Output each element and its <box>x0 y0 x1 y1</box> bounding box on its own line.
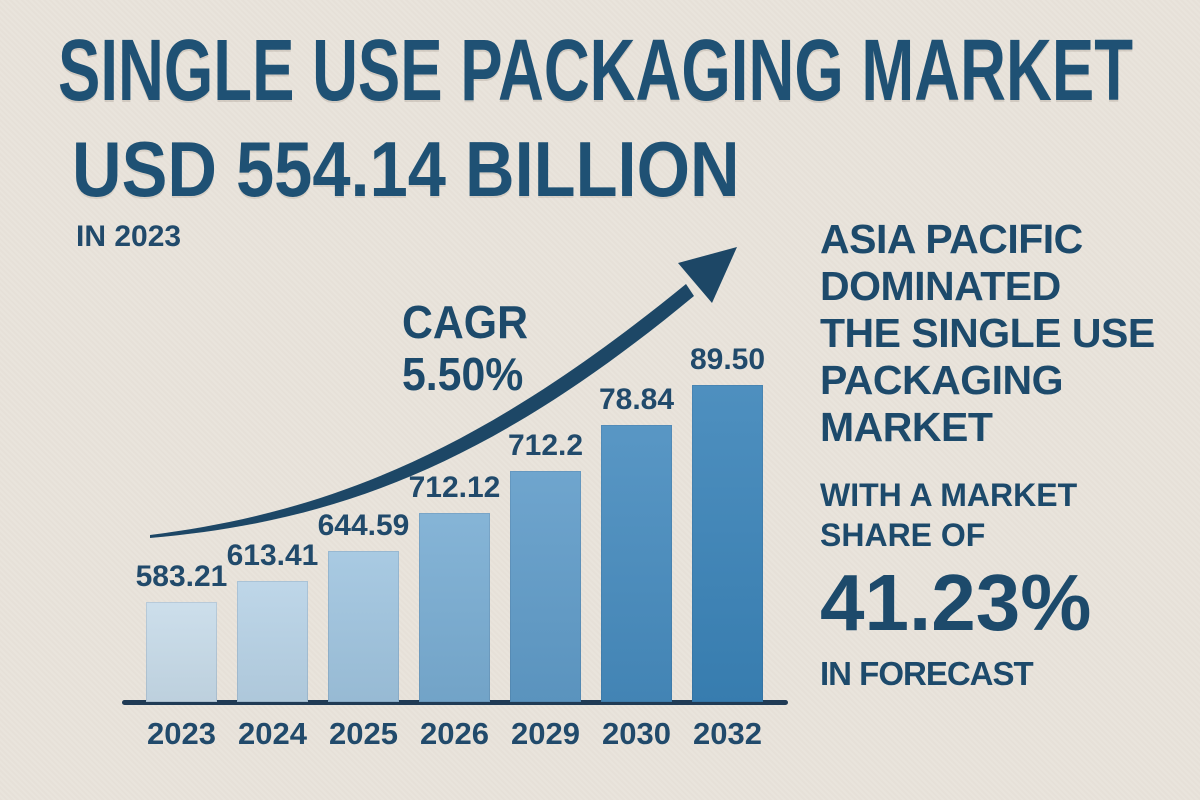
market-share-caption-line: SHARE OF <box>820 517 986 553</box>
bar <box>419 513 490 702</box>
x-axis-label: 2026 <box>420 716 489 751</box>
bar <box>692 385 763 702</box>
bar <box>510 471 581 702</box>
x-axis-label: 2023 <box>147 716 216 751</box>
page-title: SINGLE USE PACKAGING MARKET <box>58 22 1134 119</box>
market-share-caption: WITH A MARKET SHARE OF <box>820 475 1190 555</box>
x-axis-label: 2032 <box>693 716 762 751</box>
x-axis-label: 2030 <box>602 716 671 751</box>
bar-value-label: 613.41 <box>226 539 319 572</box>
bar-value-label: 712.2 <box>507 429 584 462</box>
side-headline-line: THE SINGLE USE <box>820 310 1155 356</box>
side-panel: ASIA PACIFIC DOMINATED THE SINGLE USE PA… <box>820 216 1190 693</box>
x-axis-label: 2024 <box>238 716 307 751</box>
bar <box>601 425 672 702</box>
side-headline-line: DOMINATED <box>820 263 1061 309</box>
x-axis-label: 2029 <box>511 716 580 751</box>
bar <box>237 581 308 702</box>
bar-value-label: 583.21 <box>135 560 228 593</box>
side-headline-line: ASIA PACIFIC <box>820 216 1083 262</box>
market-share-caption-line: WITH A MARKET <box>820 477 1078 513</box>
bar <box>328 551 399 702</box>
bar <box>146 602 217 702</box>
side-headline-line: MARKET <box>820 404 993 450</box>
x-axis-label: 2025 <box>329 716 398 751</box>
bar-value-label: 78.84 <box>598 383 675 416</box>
x-axis-line <box>122 700 788 705</box>
bar-value-label: 89.50 <box>689 343 766 376</box>
market-value-headline: USD 554.14 BILLION <box>72 125 740 213</box>
market-share-footnote: IN FORECAST <box>820 655 1034 692</box>
market-value-caption: IN 2023 <box>76 220 182 253</box>
bar-value-label: 712.12 <box>408 471 501 504</box>
market-share-value: 41.23% <box>820 558 1092 647</box>
side-headline-line: PACKAGING <box>820 357 1064 403</box>
bar-value-label: 644.59 <box>317 509 410 542</box>
